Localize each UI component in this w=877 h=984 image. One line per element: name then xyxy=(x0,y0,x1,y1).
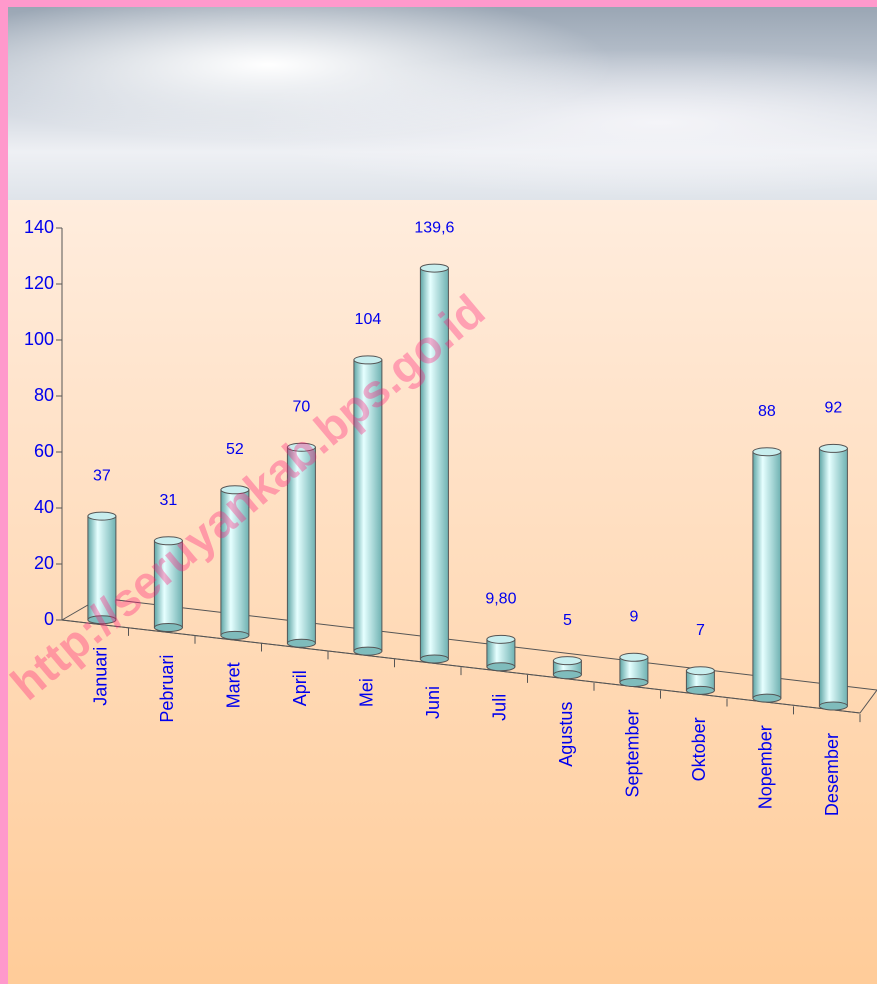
bar-base xyxy=(220,630,250,640)
data-label: 9,80 xyxy=(485,591,516,608)
x-tick-label: Desember xyxy=(822,733,842,816)
bar-base xyxy=(87,615,117,625)
bar-cap xyxy=(220,485,250,495)
bar-base xyxy=(353,646,383,656)
bar-cap xyxy=(552,656,582,666)
y-tick-label: 80 xyxy=(34,385,54,405)
data-label: 104 xyxy=(355,311,382,328)
bar-base xyxy=(752,693,782,703)
x-tick-label: Pebruari xyxy=(157,655,177,723)
data-label: 92 xyxy=(825,400,843,417)
bar-cap xyxy=(153,536,183,546)
x-axis xyxy=(61,619,861,714)
bar-base xyxy=(685,685,715,695)
bar-cap xyxy=(685,666,715,676)
data-label: 31 xyxy=(160,492,178,509)
bar xyxy=(419,267,449,660)
y-tick-label: 120 xyxy=(24,273,54,293)
bar-base xyxy=(419,654,449,664)
y-tick-label: 100 xyxy=(24,329,54,349)
data-label: 139,6 xyxy=(414,219,454,236)
bar-base xyxy=(552,670,582,680)
x-tick-label: April xyxy=(290,670,310,706)
x-tick-label: Januari xyxy=(91,647,111,706)
data-label: 9 xyxy=(629,609,638,626)
data-label: 88 xyxy=(758,403,776,420)
data-label: 37 xyxy=(93,467,111,484)
y-tick-label: 40 xyxy=(34,497,54,517)
border xyxy=(0,0,8,984)
x-tick-label: Mei xyxy=(357,678,377,707)
data-label: 52 xyxy=(226,441,244,458)
bar-base xyxy=(486,662,516,672)
x-tick-label: Nopember xyxy=(756,725,776,809)
bar-cap xyxy=(619,652,649,662)
data-label: 70 xyxy=(293,398,311,415)
border xyxy=(0,0,877,7)
data-label: 5 xyxy=(563,612,572,629)
x-tick-label: Juni xyxy=(423,686,443,719)
bar-cap xyxy=(419,263,449,273)
bar-cap xyxy=(286,442,316,452)
bar-cap xyxy=(818,443,848,453)
bar xyxy=(486,638,516,668)
bar-cap xyxy=(752,447,782,457)
bar-base xyxy=(818,701,848,711)
data-label: 7 xyxy=(696,622,705,639)
x-tick-label: Oktober xyxy=(689,717,709,781)
x-tick-label: September xyxy=(623,709,643,797)
bar-base xyxy=(286,638,316,648)
x-tick-label: Juli xyxy=(490,694,510,721)
x-tick-label: Agustus xyxy=(556,702,576,767)
bar-base xyxy=(619,677,649,687)
bar xyxy=(220,489,250,636)
bar xyxy=(353,359,383,652)
bar xyxy=(752,451,782,699)
y-tick-label: 0 xyxy=(44,609,54,629)
bar-base xyxy=(153,623,183,633)
bar-cap xyxy=(486,634,516,644)
y-tick-label: 140 xyxy=(24,217,54,237)
bar-cap xyxy=(353,355,383,365)
x-tick-label: Maret xyxy=(224,662,244,708)
y-tick-label: 60 xyxy=(34,441,54,461)
header-image xyxy=(8,7,877,200)
y-tick-label: 20 xyxy=(34,553,54,573)
bar xyxy=(818,447,848,707)
bar-cap xyxy=(87,511,117,521)
